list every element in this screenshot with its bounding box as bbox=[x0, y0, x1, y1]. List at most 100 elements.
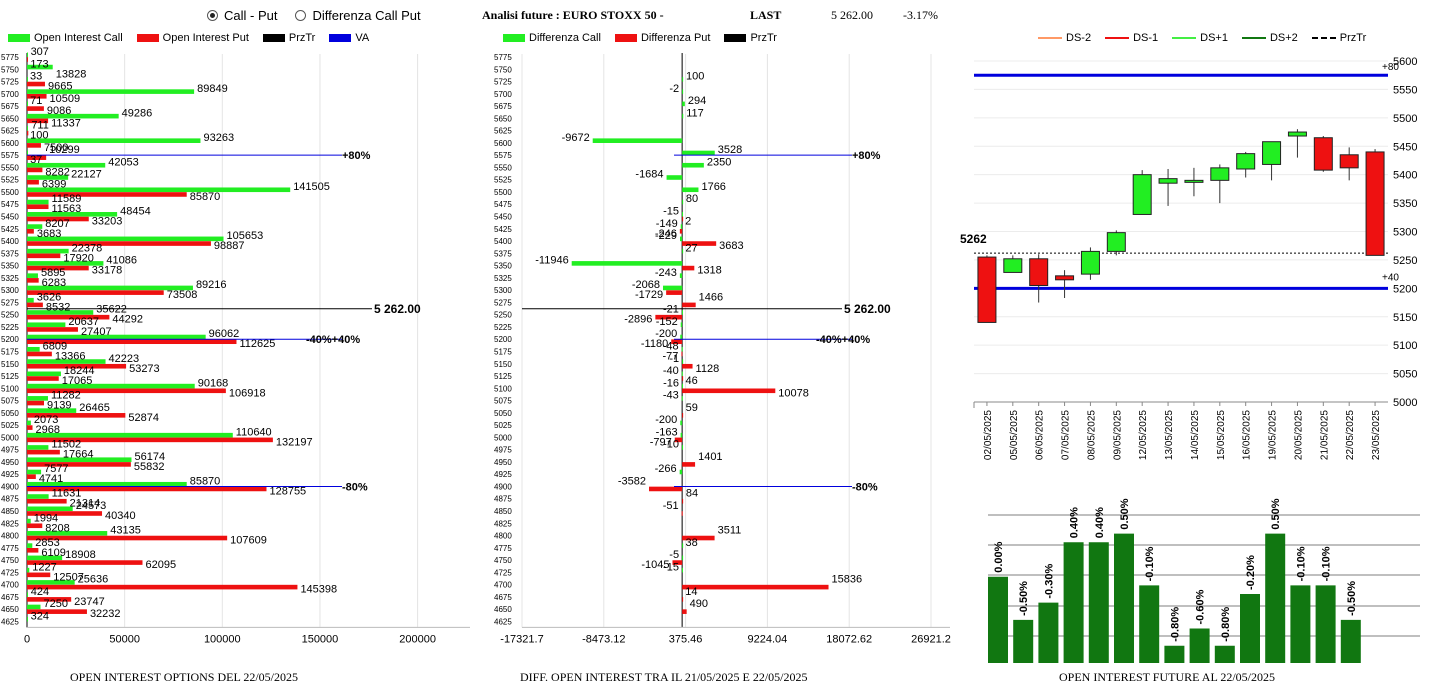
bar-call bbox=[27, 212, 118, 217]
volume-bar bbox=[1340, 619, 1361, 663]
bar-call bbox=[680, 224, 683, 229]
strike-label: 5775 bbox=[1, 53, 19, 62]
legend-swatch bbox=[614, 34, 637, 42]
bar-call bbox=[27, 531, 108, 536]
bar-value-label: 55832 bbox=[134, 461, 165, 473]
page-title: Analisi future : EURO STOXX 50 - bbox=[482, 8, 664, 22]
strike-label: 5575 bbox=[1, 151, 19, 160]
caption-future: OPEN INTEREST FUTURE AL 22/05/2025 bbox=[1059, 670, 1276, 684]
bar-value-label: -10 bbox=[663, 439, 679, 451]
bar-value-label: 294 bbox=[688, 95, 706, 107]
bar-value-label: -200 bbox=[655, 328, 677, 340]
bar-put bbox=[27, 94, 47, 99]
bar-value-label: 14 bbox=[685, 586, 697, 598]
strike-label: 5550 bbox=[1, 163, 19, 172]
bar-call bbox=[27, 494, 49, 499]
strike-label: 4725 bbox=[1, 568, 19, 577]
bar-call bbox=[682, 543, 684, 548]
legend-item-prztr: PrzTr bbox=[262, 32, 315, 44]
bar-call bbox=[27, 346, 40, 352]
y-tick-label: 5100 bbox=[1393, 340, 1417, 352]
bar-value-label: 1994 bbox=[34, 512, 58, 524]
caption-oi-options: OPEN INTEREST OPTIONS DEL 22/05/2025 bbox=[70, 670, 298, 684]
bar-value-label: 46 bbox=[686, 375, 698, 387]
price-line-label: 5 262.00 bbox=[374, 302, 421, 316]
bar-value-label: 33203 bbox=[92, 216, 123, 228]
bar-value-label: -1684 bbox=[635, 169, 663, 181]
bar-value-label: -229 bbox=[655, 230, 677, 242]
radio-call-put-dot[interactable] bbox=[207, 10, 218, 21]
radio-call-put[interactable]: Call - Put bbox=[207, 8, 277, 23]
bar-call bbox=[27, 199, 49, 205]
bar-put bbox=[27, 327, 78, 332]
bar-call bbox=[681, 310, 683, 315]
bar-value-label: 173 bbox=[30, 58, 48, 70]
y-tick-label: 5600 bbox=[1393, 56, 1417, 68]
strike-label: 4675 bbox=[1, 593, 19, 602]
bar-call bbox=[682, 113, 684, 119]
candle-body bbox=[1262, 141, 1282, 165]
bar-call bbox=[27, 445, 49, 450]
strike-label: 5775 bbox=[494, 53, 512, 62]
bar-value-label: 107609 bbox=[230, 535, 267, 547]
x-tick-label: 21/05/2025 bbox=[1319, 410, 1330, 460]
strike-label: 5275 bbox=[1, 298, 19, 307]
bar-call bbox=[27, 322, 66, 328]
bar-value-label: 80 bbox=[686, 193, 698, 205]
legend-item-diff-put: Differenza Put bbox=[614, 32, 710, 44]
bar-value-label: 59 bbox=[686, 402, 698, 414]
bar-value-label: -11946 bbox=[535, 255, 568, 267]
radio-differenza[interactable]: Differenza Call Put bbox=[295, 8, 421, 23]
bar-call bbox=[681, 212, 683, 217]
strike-label: 5325 bbox=[494, 274, 512, 283]
legend-label: PrzTr bbox=[750, 32, 777, 44]
bar-call bbox=[27, 126, 28, 131]
volume-bar bbox=[1114, 533, 1134, 663]
volume-bar-label: 0.40% bbox=[1094, 507, 1106, 538]
bar-value-label: -2 bbox=[669, 83, 679, 95]
strike-label: 4975 bbox=[1, 446, 19, 455]
x-tick-label: 26921.2 bbox=[911, 633, 951, 645]
bar-call bbox=[682, 162, 704, 168]
view-mode-radio-group: Call - Put Differenza Call Put bbox=[207, 8, 421, 23]
bar-put bbox=[27, 376, 59, 381]
bar-call bbox=[680, 334, 683, 340]
bar-call bbox=[27, 396, 48, 401]
legend-swatch bbox=[724, 34, 747, 42]
bar-call bbox=[681, 383, 683, 389]
bar-call bbox=[682, 555, 684, 561]
legend-item-ds+1: DS+1 bbox=[1172, 32, 1228, 44]
candle-body bbox=[1158, 178, 1178, 184]
bar-call bbox=[682, 101, 685, 107]
strike-label: 5375 bbox=[494, 249, 512, 258]
x-tick-label: 100000 bbox=[204, 633, 241, 645]
radio-differenza-dot[interactable] bbox=[295, 10, 307, 21]
legend-item-diff-prztr: PrzTr bbox=[724, 32, 777, 44]
bar-value-label: 18244 bbox=[64, 365, 95, 377]
strike-label: 5300 bbox=[1, 286, 19, 295]
bar-put bbox=[27, 278, 39, 283]
bar-value-label: -246 bbox=[655, 228, 677, 240]
bar-value-label: 1227 bbox=[32, 561, 56, 573]
bar-value-label: 56174 bbox=[134, 451, 165, 463]
bar-put bbox=[27, 413, 126, 418]
bar-call bbox=[27, 567, 30, 573]
strike-label: 4775 bbox=[1, 544, 19, 553]
volume-bar bbox=[1265, 533, 1286, 663]
bar-value-label: 93263 bbox=[203, 132, 234, 144]
x-tick-label: 19/05/2025 bbox=[1268, 410, 1279, 460]
candle-body bbox=[1236, 153, 1256, 170]
bar-call bbox=[27, 89, 195, 94]
bar-put bbox=[27, 302, 43, 308]
bar-value-label: 71 bbox=[30, 95, 42, 107]
bar-put bbox=[27, 597, 72, 602]
future-candlestick-chart: 5600 5550 5500 5450 5400 5350 5300 5250 5200 5150… bbox=[960, 56, 1420, 663]
bar-call bbox=[27, 420, 31, 426]
volume-bar-label: 0.50% bbox=[1119, 498, 1131, 529]
strike-label: 5400 bbox=[494, 237, 512, 246]
strike-label: 5025 bbox=[1, 421, 19, 430]
bar-call bbox=[27, 469, 42, 475]
bar-value-label: 25636 bbox=[78, 574, 109, 586]
candle-body bbox=[1184, 179, 1204, 183]
bar-put bbox=[672, 560, 683, 565]
